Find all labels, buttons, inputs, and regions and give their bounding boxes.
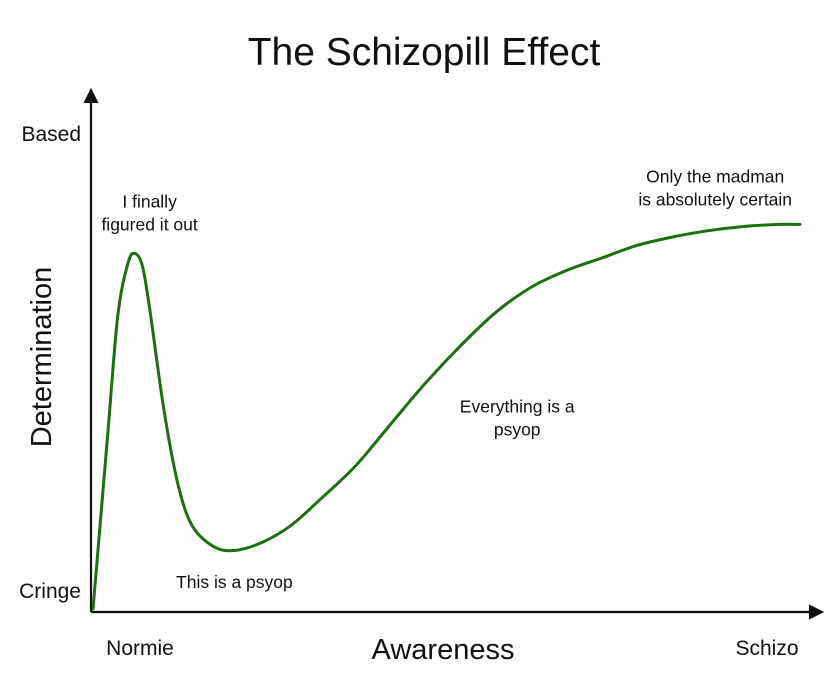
chart-title: The Schizopill Effect [248,31,601,74]
annotation-line: I finally [122,192,177,212]
x-axis-title: Awareness [372,634,515,666]
annotation-line: Only the madman [646,167,784,187]
annotation-line: psyop [494,420,541,440]
y-tick-label-based: Based [21,123,81,146]
annotation-line: is absolutely certain [638,190,792,210]
y-tick-label-cringe: Cringe [19,580,81,603]
annotation-label: Everything is a psyop [460,397,575,440]
y-axis-title: Determination [26,267,58,448]
x-tick-label-schizo: Schizo [735,637,798,660]
annotation-label: This is a psyop [176,572,293,592]
annotation-line: Everything is a [460,397,575,417]
series-line [91,222,802,611]
annotation-label: Only the madman is absolutely certain [638,167,792,210]
annotations: I finally figured it out This is a psyop Ev… [101,167,792,592]
annotation-line: This is a psyop [176,572,293,592]
annotation-line: figured it out [101,215,197,235]
x-tick-label-normie: Normie [106,637,174,660]
annotation-label: I finally figured it out [101,192,197,235]
